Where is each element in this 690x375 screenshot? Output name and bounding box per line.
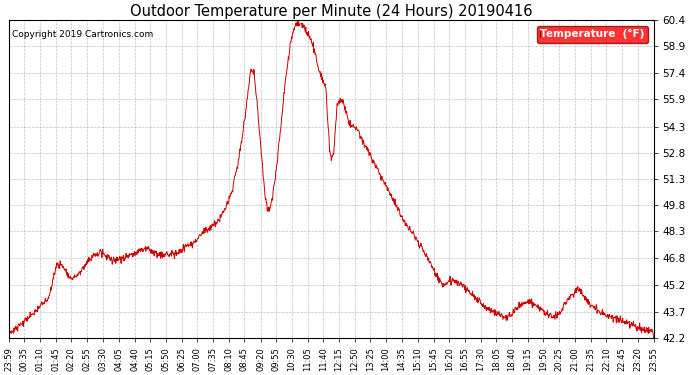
Text: Copyright 2019 Cartronics.com: Copyright 2019 Cartronics.com <box>12 30 153 39</box>
Title: Outdoor Temperature per Minute (24 Hours) 20190416: Outdoor Temperature per Minute (24 Hours… <box>130 4 533 19</box>
Legend: Temperature  (°F): Temperature (°F) <box>537 26 649 43</box>
